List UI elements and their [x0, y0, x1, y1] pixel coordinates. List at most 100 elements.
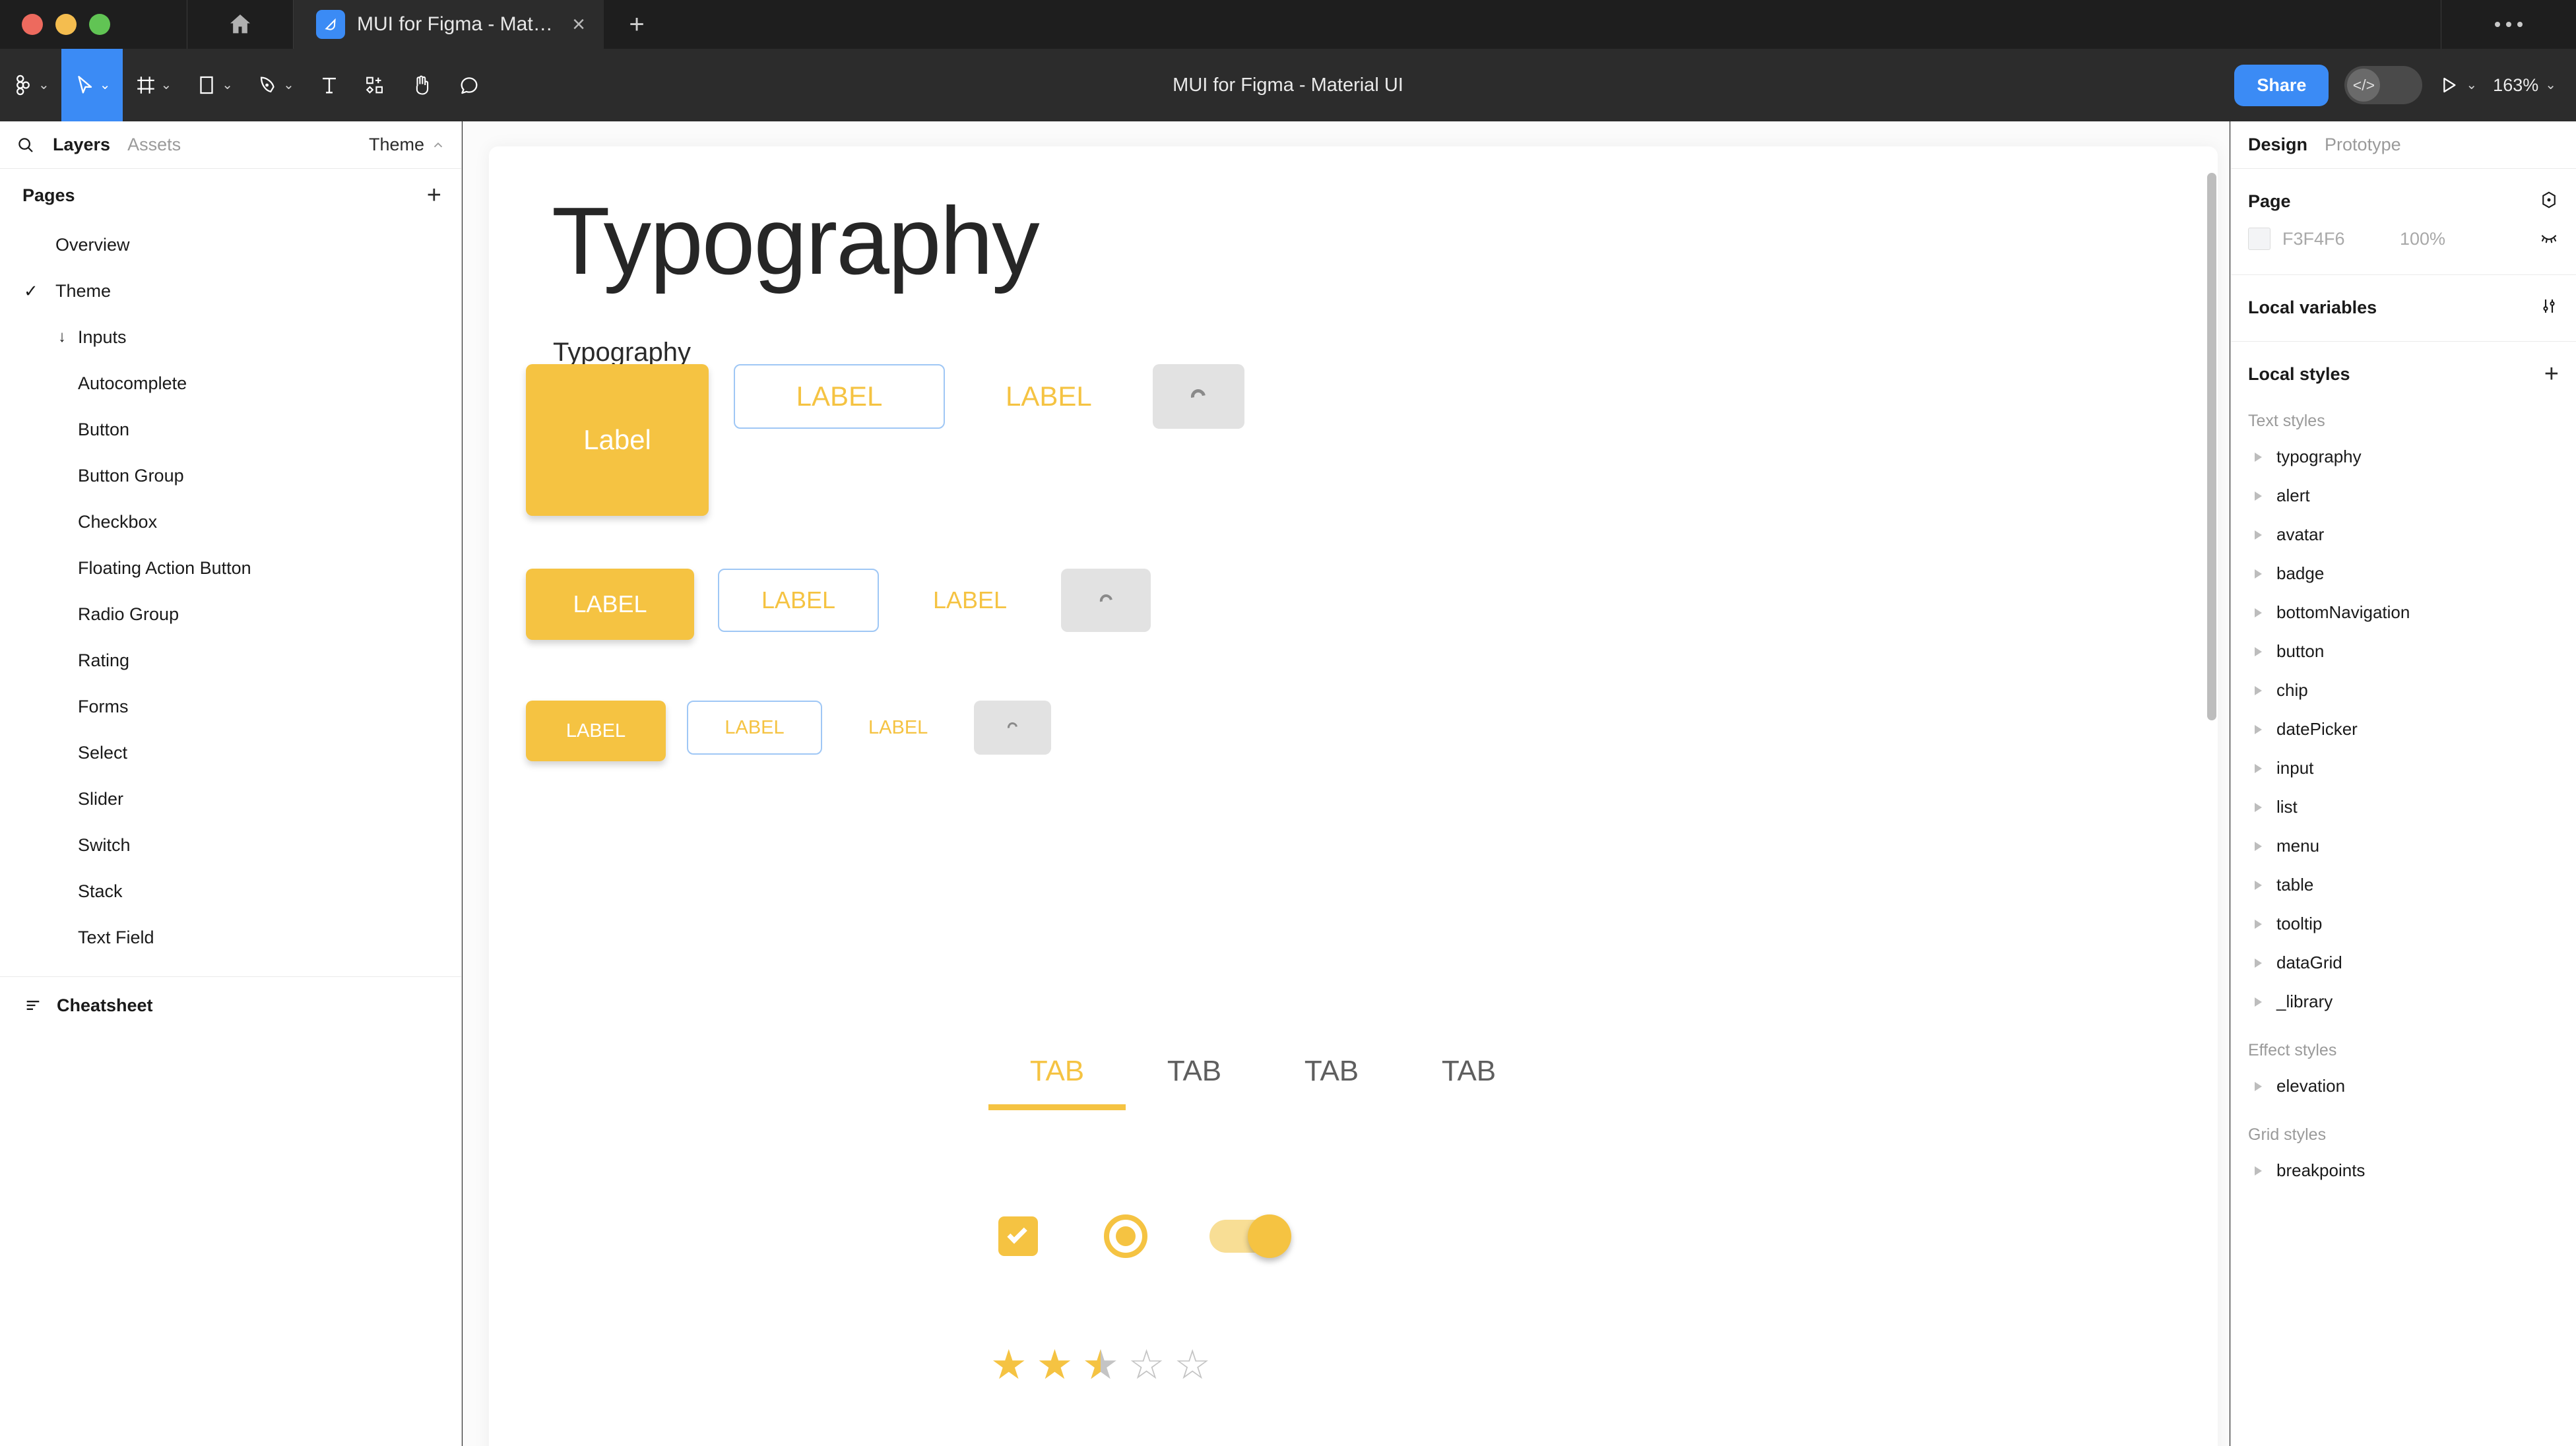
close-window-button[interactable] [22, 14, 43, 35]
resources-tool-button[interactable] [352, 49, 399, 121]
mui-button-small-outlined[interactable]: LABEL [687, 701, 822, 755]
page-fill-hex[interactable]: F3F4F6 [2282, 228, 2345, 249]
tab-assets[interactable]: Assets [127, 135, 181, 154]
page-item-radio-group[interactable]: Radio Group [0, 591, 461, 637]
text-style-avatar[interactable]: avatar [2231, 515, 2576, 554]
hand-tool-button[interactable] [399, 49, 446, 121]
page-item-inputs[interactable]: ↓ Inputs [0, 314, 461, 360]
browser-tab[interactable]: MUI for Figma - Material UI × [294, 0, 604, 49]
mui-button-medium-text[interactable]: LABEL [903, 569, 1037, 632]
page-fill-row[interactable]: F3F4F6 100% [2231, 219, 2576, 259]
theme-selector[interactable]: Theme [369, 135, 445, 155]
eye-closed-icon[interactable] [2539, 228, 2559, 251]
star-icon-3[interactable]: ★★ [1082, 1342, 1119, 1388]
new-tab-button[interactable]: + [629, 10, 645, 39]
page-item-overview[interactable]: Overview [0, 222, 461, 268]
text-style-button[interactable]: button [2231, 632, 2576, 671]
mui-button-large-loading[interactable] [1152, 364, 1244, 429]
text-style-input[interactable]: input [2231, 749, 2576, 788]
minimize-window-button[interactable] [55, 14, 77, 35]
window-more-menu-button[interactable] [2441, 0, 2576, 49]
pen-tool-button[interactable]: ⌄ [245, 49, 306, 121]
home-button[interactable] [187, 0, 293, 49]
mui-button-small-loading[interactable] [974, 701, 1051, 755]
text-style-table[interactable]: table [2231, 865, 2576, 904]
design-canvas[interactable]: Typography Typography Label LABEL LABEL LAB… [463, 121, 2230, 1446]
page-item-switch[interactable]: Switch [0, 822, 461, 868]
text-style-list[interactable]: list [2231, 788, 2576, 827]
page-item-theme[interactable]: ✓ Theme [0, 268, 461, 314]
page-item-label: Slider [78, 788, 124, 809]
mui-button-large-outlined[interactable]: LABEL [734, 364, 945, 429]
page-item-rating[interactable]: Rating [0, 637, 461, 683]
mui-tab-2[interactable]: TAB [1304, 1055, 1359, 1087]
dev-mode-toggle[interactable]: </> [2344, 66, 2423, 104]
mui-button-medium-contained[interactable]: LABEL [526, 569, 694, 640]
local-variables-section[interactable]: Local variables [2231, 275, 2576, 342]
page-item-select[interactable]: Select [0, 730, 461, 776]
frame-tool-button[interactable]: ⌄ [123, 49, 184, 121]
radio-button[interactable] [1104, 1214, 1147, 1258]
page-item-button[interactable]: Button [0, 406, 461, 453]
text-style-bottomNavigation[interactable]: bottomNavigation [2231, 593, 2576, 632]
text-style-badge[interactable]: badge [2231, 554, 2576, 593]
page-fill-swatch[interactable] [2248, 228, 2270, 250]
tab-prototype[interactable]: Prototype [2325, 135, 2401, 154]
star-icon-4[interactable]: ☆ [1128, 1342, 1165, 1388]
page-item-stack[interactable]: Stack [0, 868, 461, 914]
page-item-forms[interactable]: Forms [0, 683, 461, 730]
page-fill-opacity[interactable]: 100% [2400, 228, 2446, 249]
shape-tool-button[interactable]: ⌄ [183, 49, 245, 121]
mui-tab-3[interactable]: TAB [1441, 1055, 1497, 1087]
page-item-checkbox[interactable]: Checkbox [0, 499, 461, 545]
page-item-slider[interactable]: Slider [0, 776, 461, 822]
text-style-chip[interactable]: chip [2231, 671, 2576, 710]
text-style-alert[interactable]: alert [2231, 476, 2576, 515]
star-icon-2[interactable]: ★ [1036, 1342, 1074, 1388]
rating-control[interactable]: ★★★★☆☆ [990, 1345, 1211, 1386]
text-tool-button[interactable] [306, 49, 352, 121]
mui-button-small-text[interactable]: LABEL [843, 701, 953, 755]
mui-tab-1[interactable]: TAB [1167, 1055, 1222, 1087]
text-style-tooltip[interactable]: tooltip [2231, 904, 2576, 943]
maximize-window-button[interactable] [89, 14, 110, 35]
page-item-floating-action-button[interactable]: Floating Action Button [0, 545, 461, 591]
page-item-button-group[interactable]: Button Group [0, 453, 461, 499]
switch-toggle[interactable] [1209, 1214, 1291, 1258]
close-tab-button[interactable]: × [572, 12, 585, 37]
mui-button-large-text[interactable]: LABEL [970, 364, 1128, 429]
mui-button-medium-loading[interactable] [1061, 569, 1151, 632]
present-button[interactable]: ⌄ [2438, 75, 2477, 96]
add-style-button[interactable]: + [2544, 360, 2559, 388]
move-tool-button[interactable]: ⌄ [61, 49, 123, 121]
zoom-control[interactable]: 163% ⌄ [2493, 75, 2556, 96]
share-button[interactable]: Share [2234, 64, 2329, 106]
cheatsheet-entry[interactable]: Cheatsheet [0, 977, 461, 1034]
page-settings-icon[interactable] [2539, 190, 2559, 213]
page-item-autocomplete[interactable]: Autocomplete [0, 360, 461, 406]
mui-button-medium-outlined[interactable]: LABEL [718, 569, 879, 632]
figma-menu-button[interactable]: ⌄ [0, 49, 61, 121]
text-style-dataGrid[interactable]: dataGrid [2231, 943, 2576, 982]
grid-style-breakpoints[interactable]: breakpoints [2231, 1151, 2576, 1190]
typography-frame[interactable]: Typography Typography Label LABEL LABEL LAB… [489, 146, 2218, 1446]
text-style-datePicker[interactable]: datePicker [2231, 710, 2576, 749]
effect-style-elevation[interactable]: elevation [2231, 1067, 2576, 1106]
canvas-vertical-scrollbar[interactable] [2207, 173, 2216, 720]
page-item-text-field[interactable]: Text Field [0, 914, 461, 960]
mui-tab-0[interactable]: TAB [988, 1055, 1126, 1110]
star-icon-5[interactable]: ☆ [1174, 1342, 1211, 1388]
comment-tool-button[interactable] [446, 49, 492, 121]
tab-layers[interactable]: Layers [53, 135, 111, 154]
search-icon[interactable] [16, 135, 36, 155]
star-icon-1[interactable]: ★ [990, 1342, 1027, 1388]
text-style-menu[interactable]: menu [2231, 827, 2576, 865]
mui-button-large-contained[interactable]: Label [526, 364, 709, 516]
variables-icon[interactable] [2539, 296, 2559, 319]
add-page-button[interactable]: + [426, 181, 441, 209]
tab-design[interactable]: Design [2248, 135, 2308, 154]
text-style-library[interactable]: _library [2231, 982, 2576, 1021]
checkbox[interactable] [998, 1216, 1038, 1256]
mui-button-small-contained[interactable]: LABEL [526, 701, 666, 761]
text-style-typography[interactable]: typography [2231, 437, 2576, 476]
